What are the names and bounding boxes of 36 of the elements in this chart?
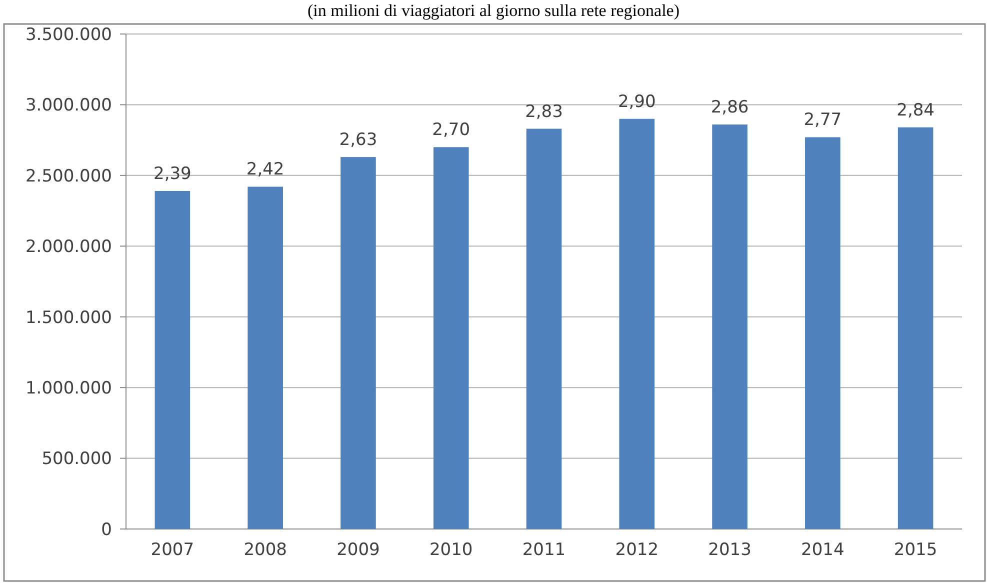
y-tick-label: 2.000.000 bbox=[25, 237, 112, 258]
annotation: 2,77 bbox=[804, 110, 842, 130]
bar bbox=[526, 128, 562, 529]
y-tick-label: 1.500.000 bbox=[25, 308, 112, 328]
x-tick-label: 2015 bbox=[894, 540, 938, 560]
chart-title: (in milioni di viaggiatori al giorno sulla rete regionale) bbox=[307, 1, 680, 20]
bar bbox=[712, 124, 748, 529]
bar bbox=[805, 137, 840, 529]
x-tick-label: 2014 bbox=[801, 540, 844, 560]
bar bbox=[619, 118, 655, 529]
x-tick-label: 2010 bbox=[429, 540, 473, 560]
x-tick-label: 2012 bbox=[615, 540, 659, 560]
y-tick-label: 0 bbox=[101, 520, 112, 540]
annotation: 2,70 bbox=[432, 120, 470, 140]
x-tick-label: 2007 bbox=[150, 540, 194, 560]
bar bbox=[340, 157, 376, 529]
annotation: 2,39 bbox=[154, 164, 192, 184]
x-tick-label: 2009 bbox=[336, 540, 380, 560]
y-tick-label: 3.000.000 bbox=[25, 96, 112, 116]
y-tick-label: 3.500.000 bbox=[25, 24, 112, 45]
bar bbox=[433, 147, 469, 529]
bar bbox=[248, 186, 283, 529]
annotation: 2,84 bbox=[896, 100, 934, 120]
x-tick-label: 2008 bbox=[244, 540, 287, 560]
x-tick-label: 2011 bbox=[522, 540, 566, 560]
annotation: 2,42 bbox=[246, 160, 284, 180]
y-tick-label: 2.500.000 bbox=[25, 166, 112, 186]
bar bbox=[898, 127, 934, 529]
y-tick-label: 1.000.000 bbox=[25, 378, 112, 399]
y-tick-label: 500.000 bbox=[42, 449, 112, 470]
annotation: 2,86 bbox=[710, 98, 749, 118]
annotation: 2,83 bbox=[525, 102, 563, 122]
x-tick-label: 2013 bbox=[708, 540, 752, 560]
annotation: 2,90 bbox=[618, 92, 656, 112]
annotation: 2,63 bbox=[339, 130, 378, 150]
bar bbox=[154, 190, 190, 529]
